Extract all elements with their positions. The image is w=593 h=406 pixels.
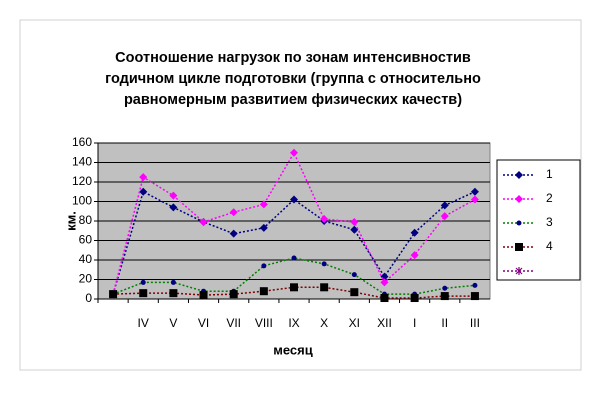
data-point bbox=[410, 294, 419, 303]
data-point bbox=[139, 289, 148, 298]
data-point bbox=[140, 279, 146, 285]
y-tick-label: 100 bbox=[72, 194, 92, 208]
legend-marker bbox=[515, 267, 523, 275]
x-tick-label: III bbox=[470, 316, 480, 330]
x-tick-label: X bbox=[320, 316, 328, 330]
data-point bbox=[350, 217, 359, 226]
data-point bbox=[470, 292, 479, 301]
x-tick-label: IX bbox=[288, 316, 299, 330]
y-tick-label: 120 bbox=[72, 174, 92, 188]
data-point bbox=[290, 283, 298, 292]
x-tick-label: II bbox=[441, 316, 448, 330]
data-point bbox=[470, 195, 479, 204]
x-tick-label: V bbox=[169, 316, 177, 330]
y-tick-label: 140 bbox=[72, 155, 92, 169]
data-point bbox=[229, 208, 238, 217]
legend-label: 4 bbox=[546, 239, 553, 253]
x-tick-label: XI bbox=[349, 316, 360, 330]
data-point bbox=[229, 229, 238, 238]
data-point bbox=[261, 263, 267, 269]
legend-label: 3 bbox=[546, 215, 553, 229]
y-tick-label: 160 bbox=[72, 135, 92, 149]
data-point bbox=[259, 223, 268, 232]
chart-title: Соотношение нагрузок по зонам интенсивно… bbox=[115, 50, 471, 66]
data-point bbox=[472, 282, 478, 288]
data-point bbox=[291, 255, 297, 261]
data-point bbox=[380, 278, 389, 287]
data-point bbox=[440, 201, 449, 210]
data-point bbox=[170, 279, 176, 285]
data-point bbox=[442, 285, 448, 291]
chart-title: равномерным развитием физических качеств… bbox=[124, 92, 462, 108]
legend-marker bbox=[516, 220, 522, 226]
data-point bbox=[139, 173, 148, 182]
data-point bbox=[139, 187, 148, 196]
data-point bbox=[259, 287, 268, 296]
x-axis-title: месяц bbox=[273, 342, 312, 357]
y-tick-label: 40 bbox=[79, 252, 93, 266]
data-point bbox=[229, 290, 238, 299]
data-point bbox=[350, 225, 359, 234]
x-tick-label: I bbox=[413, 316, 416, 330]
y-axis-title: км. bbox=[63, 211, 78, 231]
legend-label: 1 bbox=[546, 167, 553, 181]
data-point bbox=[169, 203, 178, 212]
legend-box bbox=[496, 159, 581, 281]
data-point bbox=[380, 294, 389, 303]
data-point bbox=[290, 148, 298, 157]
data-point bbox=[410, 251, 419, 260]
data-point bbox=[109, 290, 118, 299]
data-point bbox=[410, 228, 419, 237]
x-tick-label: XII bbox=[377, 316, 392, 330]
data-point bbox=[351, 272, 357, 278]
legend-marker bbox=[515, 195, 523, 203]
y-tick-label: 80 bbox=[79, 213, 93, 227]
x-tick-label: VII bbox=[226, 316, 241, 330]
x-tick-label: IV bbox=[138, 316, 149, 330]
data-point bbox=[320, 283, 329, 292]
y-tick-label: 60 bbox=[79, 233, 93, 247]
x-tick-label: VIII bbox=[255, 316, 273, 330]
legend-marker bbox=[515, 243, 523, 251]
data-point bbox=[290, 195, 298, 204]
data-point bbox=[199, 217, 208, 226]
data-point bbox=[440, 212, 449, 221]
data-point bbox=[440, 292, 449, 301]
data-point bbox=[259, 200, 268, 209]
data-point bbox=[169, 191, 178, 200]
data-point bbox=[199, 291, 208, 300]
legend-label: 2 bbox=[546, 191, 553, 205]
data-point bbox=[169, 289, 178, 298]
y-tick-label: 20 bbox=[79, 272, 93, 286]
y-tick-label: 0 bbox=[85, 291, 92, 305]
legend-marker bbox=[515, 171, 523, 179]
data-point bbox=[350, 288, 359, 297]
data-point bbox=[321, 261, 327, 267]
x-tick-label: VI bbox=[198, 316, 209, 330]
chart-title: годичном цикле подготовки (группа с отно… bbox=[105, 71, 481, 87]
data-point bbox=[470, 187, 479, 196]
data-point bbox=[320, 215, 329, 224]
